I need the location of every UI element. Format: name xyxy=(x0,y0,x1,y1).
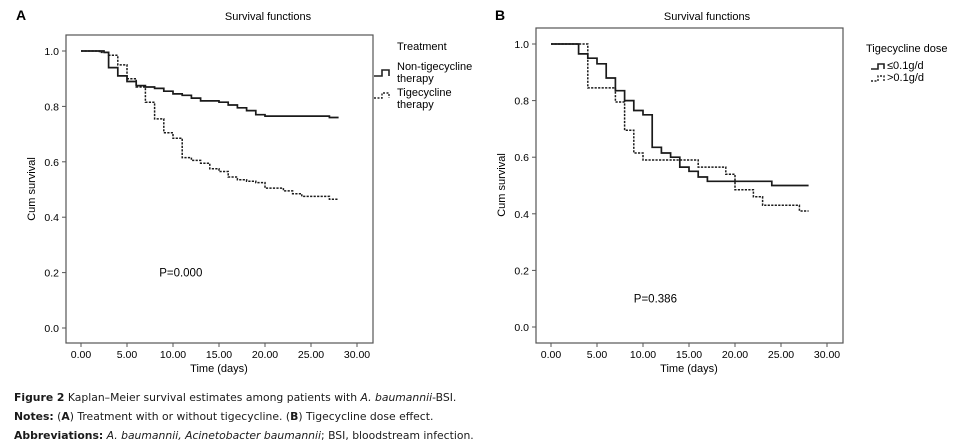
legend-solid-line-swatch xyxy=(374,69,390,77)
legend-entry-low-dose: ≤0.1g/d xyxy=(887,60,924,72)
y-tick-label: 0.2 xyxy=(514,265,529,277)
y-tick-label: 0.4 xyxy=(514,209,529,221)
survival-curve-dashed xyxy=(551,43,809,212)
y-tick-label: 0.8 xyxy=(44,101,59,113)
survival-curve-dashed xyxy=(81,50,339,200)
panel-b-legend: Tigecycline dose ≤0.1g/d >0.1g/d xyxy=(866,43,948,84)
legend-entry-high-dose: >0.1g/d xyxy=(887,72,924,84)
panel-b-title: Survival functions xyxy=(664,11,751,23)
legend-entry-non-tigecycline-line1: Non-tigecycline xyxy=(397,61,472,73)
figure-caption-text: Kaplan–Meier survival estimates among pa… xyxy=(64,391,361,404)
y-tick-label: 0.8 xyxy=(514,96,529,108)
y-tick-label: 1.0 xyxy=(44,46,59,58)
notes-label: Notes: xyxy=(14,410,54,423)
x-tick-label: 5.00 xyxy=(587,349,608,361)
legend-entry-tigecycline-line1: Tigecycline xyxy=(397,87,452,99)
panel-b-y-axis: 0.0 0.2 0.4 0.6 0.8 1.0 xyxy=(514,39,536,334)
figure-abbreviations: Abbreviations: A. baumannii, Acinetobact… xyxy=(14,429,474,443)
panel-a: A Survival functions 0.00.20.40.60.81.0 … xyxy=(16,7,472,375)
notes-text-b: ) Tigecycline dose effect. xyxy=(298,410,434,423)
legend-title: Tigecycline dose xyxy=(866,43,948,55)
abbreviations-italic: A. baumannii, Acinetobacter baumannii xyxy=(103,429,322,442)
panel-a-x-axis-label: Time (days) xyxy=(190,363,248,375)
panel-a-y-axis: 0.0 0.2 0.4 0.6 0.8 1.0 xyxy=(44,46,66,335)
x-tick-label: 25.00 xyxy=(768,349,794,361)
y-tick-label: 0.0 xyxy=(514,322,529,334)
panel-b-x-axis-label: Time (days) xyxy=(660,363,718,375)
notes-text-a: ) Treatment with or without tigecycline.… xyxy=(69,410,291,423)
panel-a-y-axis-label: Cum survival xyxy=(26,157,38,221)
panel-a-x-axis: 0.00 5.00 10.00 15.00 20.00 25.00 30.00 xyxy=(71,343,370,361)
x-tick-label: 15.00 xyxy=(206,349,232,361)
figure-caption-italic: A. baumannii xyxy=(360,391,433,404)
legend-solid-line-swatch xyxy=(871,63,885,70)
y-tick-label: 1.0 xyxy=(514,39,529,51)
legend-dashed-line-swatch xyxy=(871,75,885,82)
figure-caption-title: Figure 2 Kaplan–Meier survival estimates… xyxy=(14,391,456,405)
panel-b-p-value: P=0.386 xyxy=(634,294,677,306)
x-tick-label: 15.00 xyxy=(676,349,702,361)
x-tick-label: 20.00 xyxy=(252,349,278,361)
figure-label: Figure 2 xyxy=(14,391,65,404)
panel-b-x-axis: 0.00 5.00 10.00 15.00 20.00 25.00 30.00 xyxy=(541,343,840,361)
y-tick-label: 0.6 xyxy=(44,157,59,169)
x-tick-label: 0.00 xyxy=(541,349,562,361)
legend-title: Treatment xyxy=(397,41,447,53)
abbreviations-label: Abbreviations: xyxy=(14,429,104,442)
x-tick-label: 20.00 xyxy=(722,349,748,361)
legend-entry-tigecycline-line2: therapy xyxy=(397,99,434,111)
x-tick-label: 10.00 xyxy=(630,349,656,361)
panel-b-series xyxy=(551,43,809,212)
panel-b-y-axis-label: Cum survival xyxy=(496,153,508,217)
survival-curve-solid xyxy=(81,50,339,119)
x-tick-label: 30.00 xyxy=(814,349,840,361)
panel-b-label: B xyxy=(495,7,505,23)
x-tick-label: 5.00 xyxy=(117,349,138,361)
panel-a-legend: Treatment Non-tigecycline therapy Tigecy… xyxy=(374,41,472,111)
notes-panel-a-ref: A xyxy=(61,410,70,423)
panel-a-title: Survival functions xyxy=(225,11,312,23)
panel-a-label: A xyxy=(16,7,26,23)
x-tick-label: 10.00 xyxy=(160,349,186,361)
survival-curve-solid xyxy=(551,43,809,187)
legend-dashed-line-swatch xyxy=(374,92,390,99)
figure-caption-tail: -BSI. xyxy=(432,391,457,404)
panel-a-plot-frame xyxy=(65,34,374,344)
y-tick-label: 0.6 xyxy=(514,152,529,164)
legend-entry-non-tigecycline-line2: therapy xyxy=(397,73,434,85)
y-tick-label: 0.0 xyxy=(44,323,59,335)
notes-panel-b-ref: B xyxy=(290,410,299,423)
y-tick-label: 0.2 xyxy=(44,268,59,280)
panel-a-p-value: P=0.000 xyxy=(159,268,202,280)
figure-notes: Notes: (A) Treatment with or without tig… xyxy=(14,410,433,424)
panel-a-series xyxy=(81,50,339,200)
x-tick-label: 25.00 xyxy=(298,349,324,361)
abbreviations-text: ; BSI, bloodstream infection. xyxy=(321,429,474,442)
panel-b: B Survival functions 0.00.20.40.60.81.0 … xyxy=(495,7,948,375)
x-tick-label: 0.00 xyxy=(71,349,92,361)
x-tick-label: 30.00 xyxy=(344,349,370,361)
y-tick-label: 0.4 xyxy=(44,212,59,224)
notes-text-open: ( xyxy=(53,410,62,423)
